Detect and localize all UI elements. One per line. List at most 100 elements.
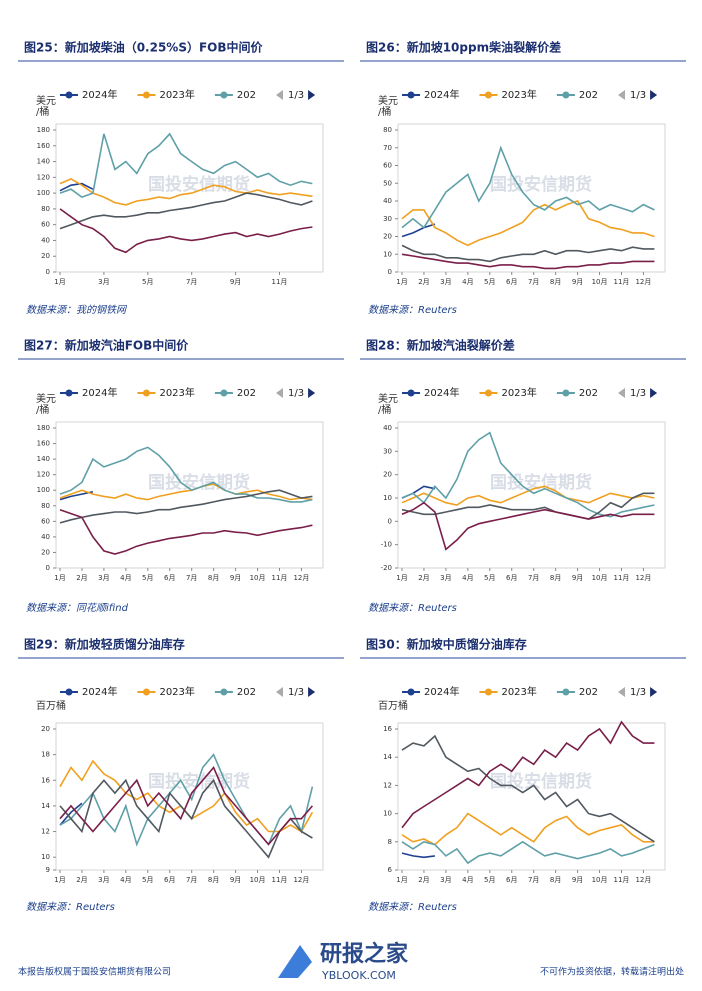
pager-next[interactable]	[308, 388, 316, 398]
footer-left: 本报告版权属于国投安信期货有限公司	[18, 966, 171, 978]
y-tick-label: 14	[383, 753, 392, 761]
y-tick-label: 0	[46, 564, 50, 572]
watermark: 国投安信期货	[490, 472, 592, 493]
x-tick-label: 12月	[635, 876, 651, 884]
series-line	[401, 492, 655, 520]
x-tick-label: 7月	[186, 574, 197, 582]
legend-label: 202	[237, 388, 256, 399]
x-tick-label: 9月	[572, 876, 583, 884]
plot-frame	[55, 421, 324, 569]
plot-frame	[55, 722, 324, 871]
series-line	[59, 192, 313, 230]
x-tick-label: 10月	[592, 876, 608, 884]
chart-title: 图25：新加坡柴油（0.25%S）FOB中间价	[24, 40, 264, 55]
x-tick-label: 2月	[76, 876, 87, 884]
series-line	[401, 200, 655, 247]
x-tick-label: 10月	[250, 574, 266, 582]
x-tick-label: 1月	[396, 876, 407, 884]
y-tick-label: 30	[383, 447, 392, 455]
legend-dot	[65, 688, 73, 696]
legend-dot	[407, 688, 415, 696]
x-tick-label: 10月	[250, 876, 266, 884]
x-tick-label: 11月	[272, 876, 288, 884]
legend-dot	[484, 389, 492, 397]
y-tick-label: 20	[41, 548, 50, 556]
x-tick-label: 4月	[120, 876, 131, 884]
pager-next[interactable]	[650, 90, 658, 100]
series-line	[59, 178, 313, 206]
x-tick-label: 6月	[164, 876, 175, 884]
footer-right: 不可作为投资依据，转载请注明出处	[540, 966, 684, 978]
x-tick-label: 10月	[592, 278, 608, 286]
x-tick-label: 2月	[418, 574, 429, 582]
x-tick-label: 3月	[440, 574, 451, 582]
x-tick-label: 1月	[54, 278, 65, 286]
y-tick-label: 70	[383, 144, 392, 152]
series-line	[401, 244, 655, 263]
series-line	[401, 501, 655, 551]
pager-prev	[618, 90, 625, 100]
legend-label: 2024年	[82, 88, 117, 101]
x-tick-label: 7月	[528, 876, 539, 884]
series-line	[59, 208, 313, 254]
legend-dot	[562, 91, 570, 99]
chart-title: 图29：新加坡轻质馏分油库存	[24, 637, 185, 652]
series-line	[59, 483, 313, 501]
x-tick-label: 12月	[293, 876, 309, 884]
legend-dot	[142, 389, 150, 397]
legend-dot	[562, 688, 570, 696]
x-tick-label: 12月	[635, 278, 651, 286]
legend-dot	[484, 91, 492, 99]
y-tick-label: 30	[383, 215, 392, 223]
site-logo: 研报之家 YBLOOK.COM	[278, 941, 409, 982]
y-tick-label: 6	[388, 866, 393, 874]
y-tick-label: 20	[41, 252, 50, 260]
site-name: 研报之家	[320, 941, 409, 967]
y-tick-label: 40	[41, 533, 50, 541]
chart-source: 数据来源：Reuters	[26, 901, 115, 913]
x-tick-label: 12月	[293, 574, 309, 582]
pager-next[interactable]	[308, 90, 316, 100]
x-tick-label: 8月	[208, 574, 219, 582]
legend-label: 2023年	[501, 685, 536, 698]
y-unit: 美元	[36, 94, 56, 107]
legend-dot	[407, 91, 415, 99]
series-line	[401, 720, 655, 829]
x-tick-label: 9月	[230, 876, 241, 884]
legend-dot	[220, 91, 228, 99]
plot-frame	[397, 123, 666, 273]
y-tick-label: 40	[41, 236, 50, 244]
x-tick-label: 7月	[528, 574, 539, 582]
pager-next[interactable]	[650, 687, 658, 697]
x-tick-label: 4月	[462, 876, 473, 884]
x-tick-label: 7月	[528, 278, 539, 286]
plot-frame	[397, 421, 666, 569]
y-unit: /桶	[378, 403, 391, 416]
x-tick-label: 11月	[272, 574, 288, 582]
pager-next[interactable]	[650, 388, 658, 398]
pager-next[interactable]	[308, 687, 316, 697]
y-tick-label: 14	[41, 802, 50, 810]
x-tick-label: 1月	[54, 876, 65, 884]
y-tick-label: 80	[383, 126, 392, 134]
y-tick-label: 10	[383, 810, 392, 818]
x-tick-label: 9月	[230, 574, 241, 582]
chart-source: 数据来源：同花顺ifind	[26, 602, 129, 614]
y-tick-label: 12	[41, 828, 50, 836]
series-line	[401, 485, 655, 506]
x-tick-label: 1月	[396, 278, 407, 286]
legend-label: 202	[579, 687, 598, 698]
legend-dot	[220, 688, 228, 696]
pager-prev	[276, 687, 283, 697]
y-tick-label: 120	[37, 173, 50, 181]
x-tick-label: 6月	[164, 574, 175, 582]
legend-label: 2023年	[159, 685, 194, 698]
x-tick-label: 5月	[142, 876, 153, 884]
y-tick-label: 100	[37, 486, 50, 494]
x-tick-label: 11月	[614, 574, 630, 582]
x-tick-label: 2月	[76, 574, 87, 582]
y-tick-label: 50	[383, 179, 392, 187]
y-tick-label: -10	[381, 541, 392, 549]
x-tick-label: 10月	[592, 574, 608, 582]
